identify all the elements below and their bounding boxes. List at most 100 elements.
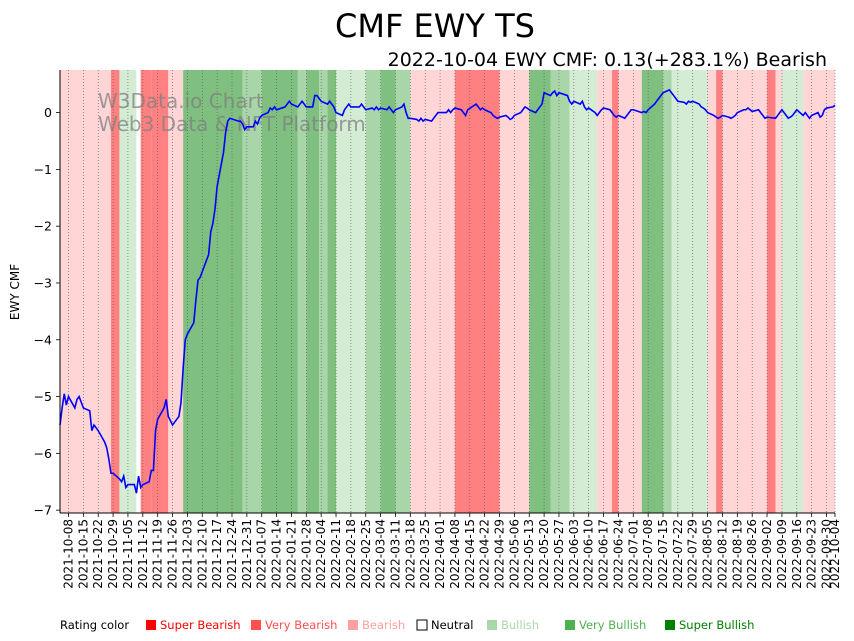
x-tick-label: 2022-04-29 — [493, 519, 507, 589]
x-axis-ticks: 2021-10-08 2021-10-15 2021-10-22 2021-10-29… — [61, 513, 842, 589]
axes — [59, 70, 835, 514]
x-tick-label: 2022-09-16 — [790, 519, 804, 589]
x-tick-label: 2022-09-09 — [775, 519, 789, 589]
x-tick-label: 2021-10-29 — [106, 519, 120, 589]
legend-label-bullish: Bullish — [501, 618, 539, 632]
x-tick-label: 2022-01-28 — [299, 519, 313, 589]
rating-band-super-bearish — [155, 70, 165, 513]
rating-band-very-bullish — [261, 70, 298, 513]
rating-band-bearish — [803, 70, 835, 513]
watermark: W3Data.io Chart Web3 Data & NFT Platform — [98, 89, 366, 136]
x-tick-label: 2022-02-11 — [329, 519, 343, 589]
rating-band-neutral — [136, 70, 141, 513]
x-tick-label: 2021-12-24 — [225, 519, 239, 589]
legend-swatch-bullish — [487, 620, 497, 630]
rating-band-very-bearish — [716, 70, 723, 513]
rating-band-bearish — [168, 70, 184, 513]
y-axis-ticks: 0 −1 −2 −3 −4 −5 −6 −7 — [34, 105, 60, 518]
y-tick-label: −4 — [34, 332, 52, 347]
x-tick-label: 2022-05-20 — [537, 519, 551, 589]
rating-band-very-bearish — [151, 70, 156, 513]
x-tick-label: 2022-07-15 — [656, 519, 670, 589]
x-tick-label: 2022-05-13 — [522, 519, 536, 589]
rating-band-bearish — [707, 70, 717, 513]
rating-band-very-bullish — [380, 70, 396, 513]
watermark-line-1: W3Data.io Chart — [98, 89, 264, 113]
x-tick-label: 2022-04-15 — [463, 519, 477, 589]
rating-band-bullish-light — [569, 70, 598, 513]
series-line-ewy-cmf — [59, 88, 836, 494]
x-tick-label: 2022-03-11 — [388, 519, 402, 589]
y-tick-label: −3 — [34, 275, 52, 290]
x-tick-label: 2022-06-03 — [567, 519, 581, 589]
legend-swatch-neutral — [416, 619, 428, 631]
rating-band-bearish — [722, 70, 768, 513]
rating-band-bullish-light — [119, 70, 137, 513]
y-axis-label: EWY CMF — [8, 264, 22, 320]
rating-band-very-bullish — [306, 70, 320, 513]
rating-band-bullish — [297, 70, 307, 513]
x-tick-label: 2022-08-12 — [715, 519, 729, 589]
chart-title: CMF EWY TS — [335, 7, 535, 45]
rating-band-bearish — [60, 70, 111, 513]
rating-band-very-bullish — [327, 70, 337, 513]
x-tick-label: 2022-07-08 — [641, 519, 655, 589]
rating-band-bullish-light — [781, 70, 804, 513]
x-tick-label: 2022-01-07 — [255, 519, 269, 589]
legend-swatch-very-bearish — [251, 620, 261, 630]
x-tick-label: 2021-11-26 — [166, 519, 180, 589]
legend-label-very-bearish: Very Bearish — [265, 618, 337, 632]
y-tick-label: −7 — [34, 503, 52, 518]
x-tick-label: 2022-09-02 — [760, 519, 774, 589]
watermark-line-2: Web3 Data & NFT Platform — [98, 112, 366, 136]
legend-label-super-bullish: Super Bullish — [679, 618, 754, 632]
rating-band-very-bearish — [164, 70, 169, 513]
rating-band-bullish — [663, 70, 672, 513]
x-tick-label: 2021-10-22 — [91, 519, 105, 589]
x-tick-label: 2022-01-14 — [270, 519, 284, 589]
legend-label-very-bullish: Very Bullish — [579, 618, 646, 632]
rating-band-very-bullish — [183, 70, 243, 513]
legend-label-bearish: Bearish — [362, 618, 405, 632]
x-tick-label: 2022-07-22 — [671, 519, 685, 589]
rating-band-bullish — [319, 70, 328, 513]
x-tick-label: 2022-06-10 — [582, 519, 596, 589]
legend-swatch-super-bearish — [146, 620, 156, 630]
y-tick-label: −5 — [34, 389, 52, 404]
chart-subtitle: 2022-10-04 EWY CMF: 0.13(+283.1%) Bearis… — [388, 49, 827, 71]
x-tick-label: 2022-02-25 — [359, 519, 373, 589]
x-tick-label: 2021-12-31 — [240, 519, 254, 589]
x-tick-label: 2021-11-19 — [151, 519, 165, 589]
legend-label-neutral: Neutral — [431, 618, 473, 632]
rating-band-bearish — [410, 70, 455, 513]
rating-band-very-bearish — [767, 70, 776, 513]
rating-band-very-bullish — [529, 70, 551, 513]
x-tick-label: 2022-08-19 — [730, 519, 744, 589]
rating-band-very-bullish — [641, 70, 664, 513]
x-tick-label: 2022-10-04 — [828, 519, 842, 589]
x-tick-label: 2022-03-04 — [374, 519, 388, 589]
x-tick-label: 2021-11-12 — [136, 519, 150, 589]
x-tick-label: 2022-04-22 — [478, 519, 492, 589]
x-tick-label: 2022-06-17 — [597, 519, 611, 589]
x-tick-label: 2022-04-08 — [448, 519, 462, 589]
x-tick-label: 2021-11-05 — [121, 519, 135, 589]
x-tick-label: 2022-01-21 — [284, 519, 298, 589]
rating-band-very-bearish — [465, 70, 500, 513]
legend-title: Rating color — [60, 618, 129, 632]
x-tick-label: 2021-12-03 — [180, 519, 194, 589]
y-tick-label: −1 — [34, 162, 52, 177]
legend-swatch-bearish — [348, 620, 358, 630]
rating-legend: Rating color Super Bearish Very Bearish Bea… — [60, 618, 754, 632]
rating-band-super-bearish — [110, 70, 120, 513]
rating-band-bearish — [775, 70, 782, 513]
x-tick-label: 2022-07-29 — [686, 519, 700, 589]
rating-band-bullish — [365, 70, 381, 513]
x-tick-label: 2022-02-04 — [314, 519, 328, 589]
x-tick-label: 2022-06-24 — [611, 519, 625, 589]
rating-band-super-bearish — [612, 70, 619, 513]
legend-swatch-very-bullish — [565, 620, 575, 630]
x-tick-label: 2022-03-18 — [403, 519, 417, 589]
x-tick-label: 2022-08-26 — [745, 519, 759, 589]
